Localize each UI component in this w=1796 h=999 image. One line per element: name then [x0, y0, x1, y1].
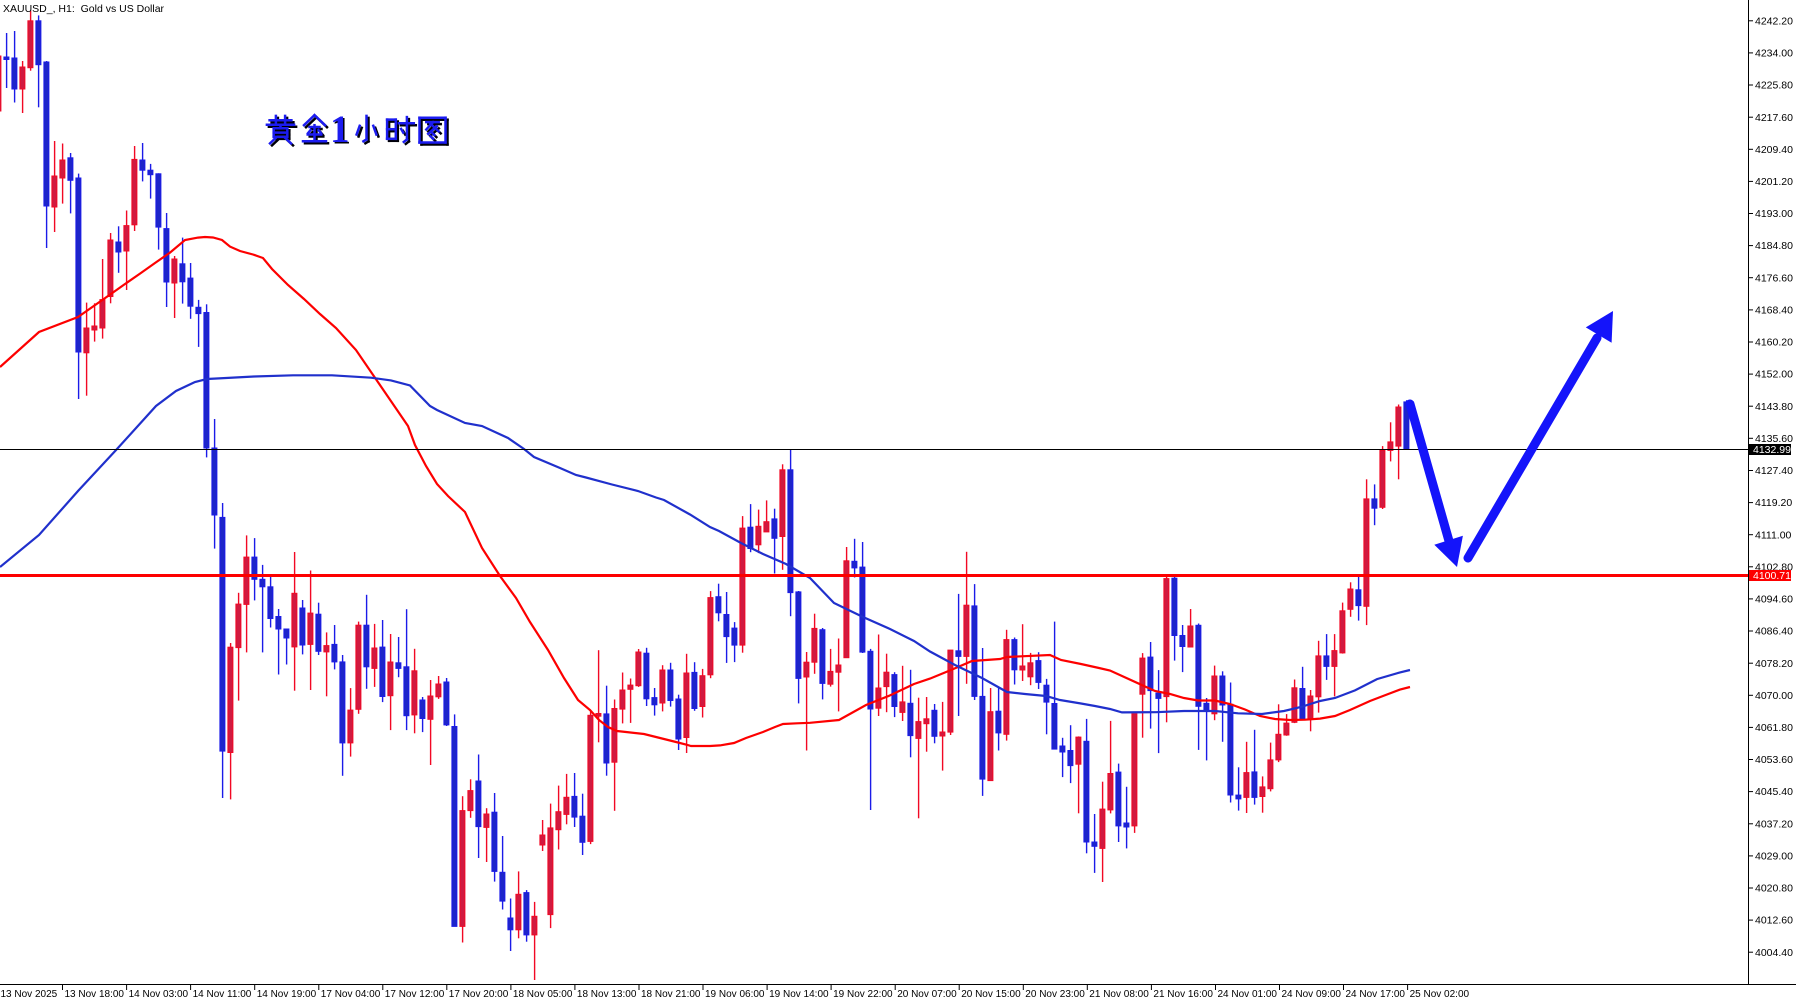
svg-text:19 Nov 22:00: 19 Nov 22:00 [833, 989, 893, 999]
svg-text:4209.40: 4209.40 [1755, 144, 1793, 156]
svg-text:4127.40: 4127.40 [1755, 465, 1793, 477]
svg-text:18 Nov 13:00: 18 Nov 13:00 [577, 989, 637, 999]
svg-text:13 Nov 18:00: 13 Nov 18:00 [65, 989, 125, 999]
svg-text:4176.60: 4176.60 [1755, 272, 1793, 284]
svg-text:4086.40: 4086.40 [1755, 626, 1793, 638]
svg-text:4004.40: 4004.40 [1755, 947, 1793, 959]
svg-text:14 Nov 19:00: 14 Nov 19:00 [257, 989, 317, 999]
svg-text:4225.80: 4225.80 [1755, 80, 1793, 92]
svg-text:24 Nov 17:00: 24 Nov 17:00 [1346, 989, 1406, 999]
svg-text:21 Nov 16:00: 21 Nov 16:00 [1153, 989, 1213, 999]
svg-text:18 Nov 21:00: 18 Nov 21:00 [641, 989, 701, 999]
svg-text:20 Nov 23:00: 20 Nov 23:00 [1025, 989, 1085, 999]
svg-text:14 Nov 03:00: 14 Nov 03:00 [129, 989, 189, 999]
svg-text:4152.00: 4152.00 [1755, 369, 1793, 381]
svg-text:17 Nov 20:00: 17 Nov 20:00 [449, 989, 509, 999]
svg-text:14 Nov 11:00: 14 Nov 11:00 [193, 989, 252, 999]
svg-text:24 Nov 09:00: 24 Nov 09:00 [1282, 989, 1342, 999]
svg-text:4143.80: 4143.80 [1755, 401, 1793, 413]
svg-text:19 Nov 06:00: 19 Nov 06:00 [705, 989, 765, 999]
svg-text:4132.99: 4132.99 [1753, 444, 1791, 456]
svg-text:19 Nov 14:00: 19 Nov 14:00 [769, 989, 829, 999]
svg-text:4045.40: 4045.40 [1755, 786, 1793, 798]
svg-text:4217.60: 4217.60 [1755, 112, 1793, 124]
svg-text:4078.20: 4078.20 [1755, 658, 1793, 670]
svg-text:4168.40: 4168.40 [1755, 305, 1793, 317]
svg-text:4037.20: 4037.20 [1755, 818, 1793, 830]
svg-text:1: 1 [332, 110, 352, 153]
svg-text:4111.00: 4111.00 [1755, 529, 1792, 541]
svg-text:4160.20: 4160.20 [1755, 337, 1793, 349]
svg-text:18 Nov 05:00: 18 Nov 05:00 [513, 989, 573, 999]
svg-text:20 Nov 15:00: 20 Nov 15:00 [961, 989, 1021, 999]
svg-text:4029.00: 4029.00 [1755, 851, 1793, 863]
svg-text:17 Nov 04:00: 17 Nov 04:00 [321, 989, 381, 999]
svg-text:4061.80: 4061.80 [1755, 722, 1793, 734]
svg-text:4053.60: 4053.60 [1755, 754, 1793, 766]
svg-text:4201.20: 4201.20 [1755, 176, 1793, 188]
svg-text:4119.20: 4119.20 [1755, 497, 1792, 509]
svg-text:1: 1 [330, 108, 350, 151]
svg-text:XAUUSD_, H1: Gold vs US Dolla: XAUUSD_, H1: Gold vs US Dollar [3, 3, 165, 15]
svg-text:4234.00: 4234.00 [1755, 48, 1793, 60]
svg-text:4094.60: 4094.60 [1755, 594, 1793, 606]
svg-text:4100.71: 4100.71 [1753, 570, 1791, 582]
svg-text:4135.60: 4135.60 [1755, 433, 1793, 445]
svg-text:20 Nov 07:00: 20 Nov 07:00 [897, 989, 957, 999]
svg-text:17 Nov 12:00: 17 Nov 12:00 [385, 989, 445, 999]
svg-text:4242.20: 4242.20 [1755, 15, 1793, 27]
svg-text:13 Nov 2025: 13 Nov 2025 [1, 989, 58, 999]
svg-text:4020.80: 4020.80 [1755, 883, 1793, 895]
svg-text:4184.80: 4184.80 [1755, 240, 1793, 252]
svg-text:4012.60: 4012.60 [1755, 915, 1793, 927]
svg-text:21 Nov 08:00: 21 Nov 08:00 [1089, 989, 1149, 999]
svg-text:4193.00: 4193.00 [1755, 208, 1793, 220]
svg-text:4070.00: 4070.00 [1755, 690, 1793, 702]
svg-text:24 Nov 01:00: 24 Nov 01:00 [1218, 989, 1278, 999]
svg-text:25 Nov 02:00: 25 Nov 02:00 [1410, 989, 1470, 999]
